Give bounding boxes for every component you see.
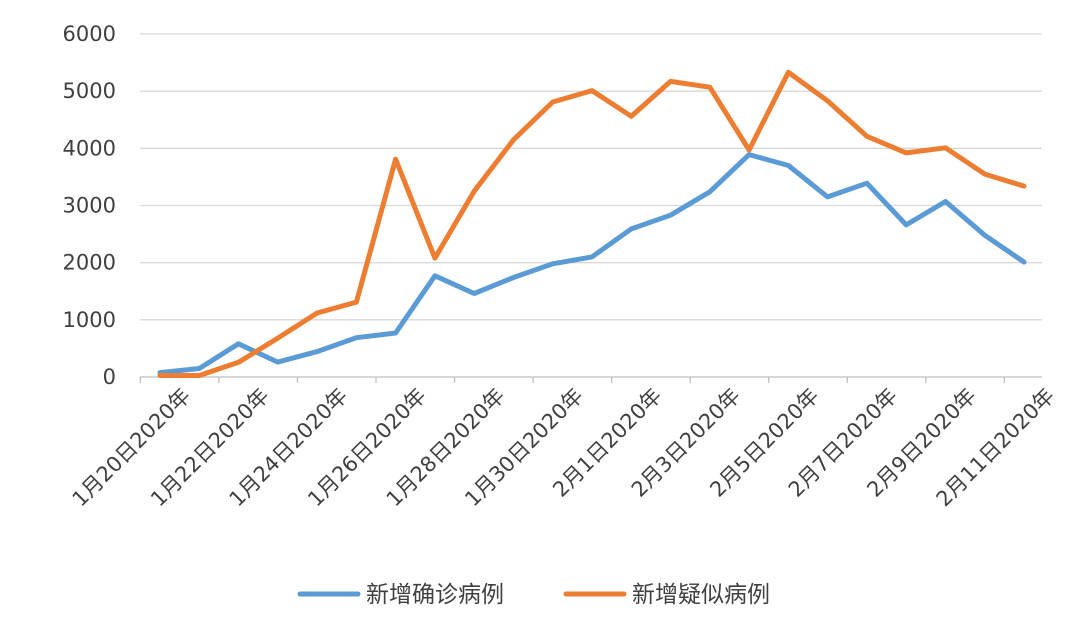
series-line-1 [157,152,1027,376]
series-line-2 [157,69,1027,378]
y-axis: 0 1000 2000 3000 4000 5000 6000 [63,22,116,389]
y-tick-label: 4000 [63,136,116,160]
y-tick-label: 3000 [63,194,116,218]
x-axis: 1月20日2020年1月22日2020年1月24日2020年1月26日2020年… [68,376,1059,511]
y-tick-label: 2000 [63,251,116,275]
y-tick-label: 0 [103,365,116,389]
y-tick-label: 5000 [63,79,116,103]
legend-label: 新增疑似病例 [632,582,770,608]
y-tick-label: 1000 [63,308,116,332]
legend: 新增确诊病例 新增疑似病例 [297,582,770,608]
legend-label: 新增确诊病例 [366,582,504,608]
series-lines [157,69,1027,378]
y-tick-label: 6000 [63,22,116,46]
gridlines [140,33,1042,321]
